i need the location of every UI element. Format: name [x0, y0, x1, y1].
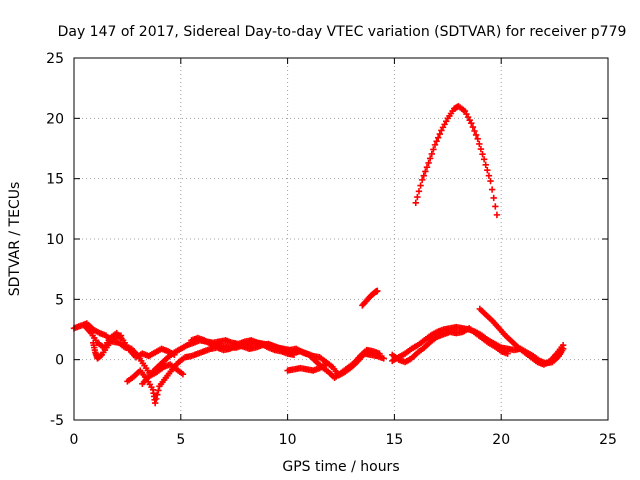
data-point — [117, 332, 125, 339]
grid — [74, 58, 608, 420]
data-point — [428, 150, 435, 158]
x-tick-label: 15 — [385, 432, 403, 448]
data-point — [422, 168, 429, 175]
x-axis-label: GPS time / hours — [282, 459, 399, 475]
data-point — [433, 138, 440, 145]
data-point — [477, 145, 485, 153]
y-tick-label: 5 — [55, 292, 64, 308]
data-point — [434, 134, 442, 141]
data-point — [474, 135, 481, 143]
data-point — [484, 167, 491, 174]
data-point — [415, 188, 423, 195]
data-point — [376, 350, 383, 357]
data-point — [417, 182, 424, 189]
data-point — [425, 159, 432, 167]
data-point — [487, 177, 494, 185]
data-point — [436, 130, 443, 138]
data-point — [492, 203, 499, 210]
axes: 0 5 10 15 20 25 -5 0 5 10 15 20 25 — [46, 51, 617, 448]
data-point — [153, 395, 160, 403]
data-point — [420, 172, 427, 179]
x-tick-label: 25 — [599, 432, 617, 448]
data-point — [559, 341, 567, 349]
data-point — [179, 370, 187, 378]
series-arc-10 — [389, 325, 511, 366]
plot-frame — [73, 57, 609, 421]
data-point — [469, 123, 477, 131]
data-point — [426, 155, 434, 162]
data-point — [431, 141, 439, 149]
x-tick-label: 10 — [279, 432, 297, 448]
data-point — [471, 127, 478, 135]
data-point — [472, 131, 480, 139]
y-tick-label: 0 — [55, 353, 64, 369]
data-point — [380, 355, 387, 362]
x-tick-label: 5 — [176, 432, 185, 448]
data-markers — [70, 103, 567, 407]
y-tick-label: 25 — [46, 51, 64, 67]
data-point — [468, 119, 475, 127]
data-point — [374, 287, 381, 295]
data-point — [504, 350, 511, 357]
data-point — [479, 151, 486, 158]
series-arc-11 — [476, 305, 567, 368]
data-point — [154, 391, 161, 398]
y-tick-label: 20 — [46, 111, 64, 127]
data-point — [485, 172, 493, 179]
data-point — [423, 164, 431, 171]
data-point — [414, 193, 421, 201]
data-point — [488, 186, 496, 193]
x-tick-label: 20 — [492, 432, 510, 448]
data-point — [418, 176, 426, 184]
data-point — [476, 140, 483, 148]
series-arc-6 — [188, 334, 298, 359]
series-arc-8 — [359, 287, 381, 309]
data-point — [490, 194, 497, 202]
data-point — [430, 146, 437, 153]
y-tick-label: -5 — [50, 413, 64, 429]
y-tick-label: 15 — [46, 172, 64, 188]
x-tick-label: 0 — [70, 432, 79, 448]
data-point — [155, 387, 162, 394]
series-arc-3 — [90, 332, 125, 362]
data-point — [480, 156, 488, 163]
y-tick-label: 10 — [46, 232, 64, 248]
data-point — [322, 361, 330, 368]
data-point — [482, 161, 489, 168]
y-axis-label: SDTVAR / TECUs — [7, 182, 23, 297]
data-point — [290, 351, 298, 359]
data-point — [493, 211, 501, 219]
data-point — [151, 399, 159, 407]
series-arc-7 — [284, 361, 330, 374]
chart-title: Day 147 of 2017, Sidereal Day-to-day VTE… — [58, 24, 627, 40]
series-arc-12 — [412, 103, 501, 219]
data-point — [412, 199, 419, 206]
data-point — [97, 352, 104, 359]
